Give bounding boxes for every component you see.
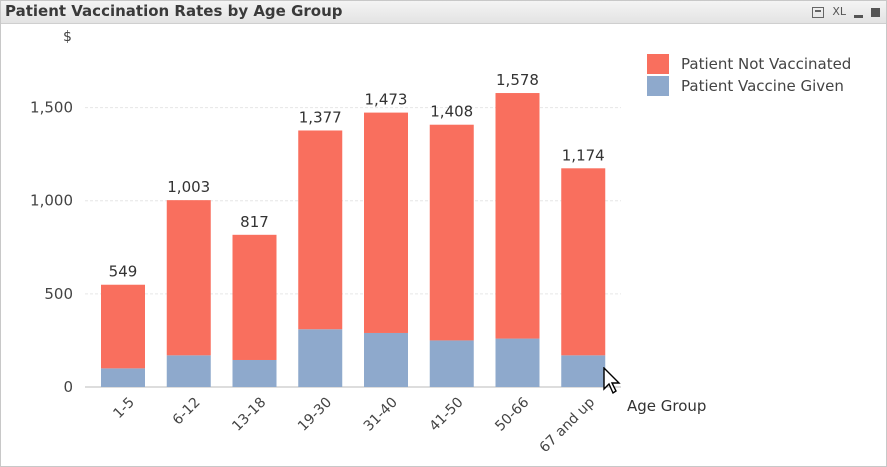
- data-label: 1,408: [430, 103, 473, 121]
- x-tick-label: 41-50: [426, 395, 466, 435]
- y-axis-label: $: [63, 29, 72, 45]
- bar-segment: [298, 130, 343, 330]
- data-label: 1,377: [299, 108, 342, 126]
- legend-item-vaccine-given[interactable]: Patient Vaccine Given: [647, 75, 851, 97]
- x-tick-label: 67 and up: [537, 394, 598, 455]
- legend-swatch-not-vaccinated: [647, 54, 669, 74]
- data-label: 1,003: [167, 178, 210, 196]
- bar-segment: [495, 338, 540, 387]
- x-tick-label: 19-30: [295, 395, 335, 435]
- data-label: 1,174: [562, 146, 605, 164]
- legend-item-not-vaccinated[interactable]: Patient Not Vaccinated: [647, 53, 851, 75]
- bar-segment: [561, 355, 606, 387]
- mouse-cursor-icon: [603, 367, 621, 395]
- bar-segment: [429, 340, 474, 387]
- legend-label-not-vaccinated: Patient Not Vaccinated: [681, 55, 852, 73]
- x-tick-label: 50-66: [492, 394, 532, 434]
- data-label: 549: [109, 263, 138, 281]
- bar-segment: [232, 359, 277, 387]
- print-icon[interactable]: [812, 6, 825, 18]
- legend-label-vaccine-given: Patient Vaccine Given: [681, 77, 844, 95]
- maximize-icon[interactable]: [871, 7, 880, 17]
- x-axis-label: Age Group: [627, 397, 706, 415]
- bar-segment: [495, 93, 540, 339]
- y-tick-label: 1,500: [30, 99, 73, 117]
- bar-segment: [364, 332, 408, 387]
- chart-legend: Patient Not Vaccinated Patient Vaccine G…: [647, 53, 851, 97]
- x-tick-label: 1-5: [110, 395, 137, 422]
- y-tick-label: 0: [63, 378, 73, 396]
- x-tick-label: 31-40: [361, 395, 401, 435]
- legend-swatch-vaccine-given: [647, 76, 669, 96]
- bar-segment: [166, 355, 211, 387]
- minimize-icon[interactable]: [854, 14, 863, 18]
- chart-title: Patient Vaccination Rates by Age Group: [5, 2, 343, 20]
- y-tick-label: 1,000: [30, 192, 73, 210]
- bar-segment: [364, 112, 408, 333]
- bar-segment: [166, 200, 211, 356]
- title-bar: Patient Vaccination Rates by Age Group X…: [1, 1, 886, 24]
- title-bar-icons: XL: [812, 4, 880, 20]
- xl-icon[interactable]: XL: [832, 5, 846, 18]
- data-label: 1,473: [365, 91, 408, 109]
- x-tick-label: 13-18: [229, 395, 269, 435]
- data-label: 817: [240, 213, 269, 231]
- x-tick-label: 6-12: [170, 395, 204, 429]
- bar-segment: [561, 168, 606, 356]
- data-label: 1,578: [496, 71, 539, 89]
- bar-segment: [232, 234, 277, 360]
- bar-segment: [101, 368, 145, 387]
- bar-segment: [429, 124, 474, 341]
- bar-segment: [101, 284, 145, 369]
- bar-segment: [298, 329, 343, 387]
- y-tick-label: 500: [44, 285, 73, 303]
